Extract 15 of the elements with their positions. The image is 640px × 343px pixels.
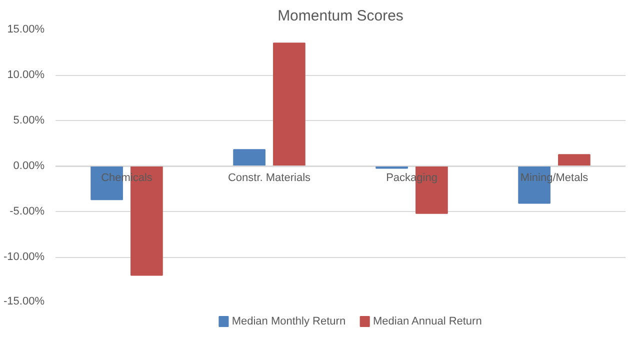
bar [273, 42, 306, 166]
y-tick-label: 10.00% [7, 69, 45, 81]
y-tick-label: 0.00% [13, 160, 45, 172]
x-tick-label: Constr. Materials [228, 172, 312, 184]
bar [558, 154, 590, 166]
y-tick-label: 15.00% [7, 24, 45, 36]
y-tick-label: -5.00% [10, 206, 45, 218]
legend-label: Median Annual Return [372, 316, 482, 328]
chart-title: Momentum Scores [278, 8, 404, 24]
bar [233, 149, 266, 166]
legend-label: Median Monthly Return [232, 316, 346, 328]
x-tick-label: Chemicals [101, 172, 153, 184]
y-tick-label: 5.00% [13, 114, 45, 126]
y-tick-label: -10.00% [4, 251, 45, 263]
y-tick-label: -15.00% [4, 296, 45, 308]
